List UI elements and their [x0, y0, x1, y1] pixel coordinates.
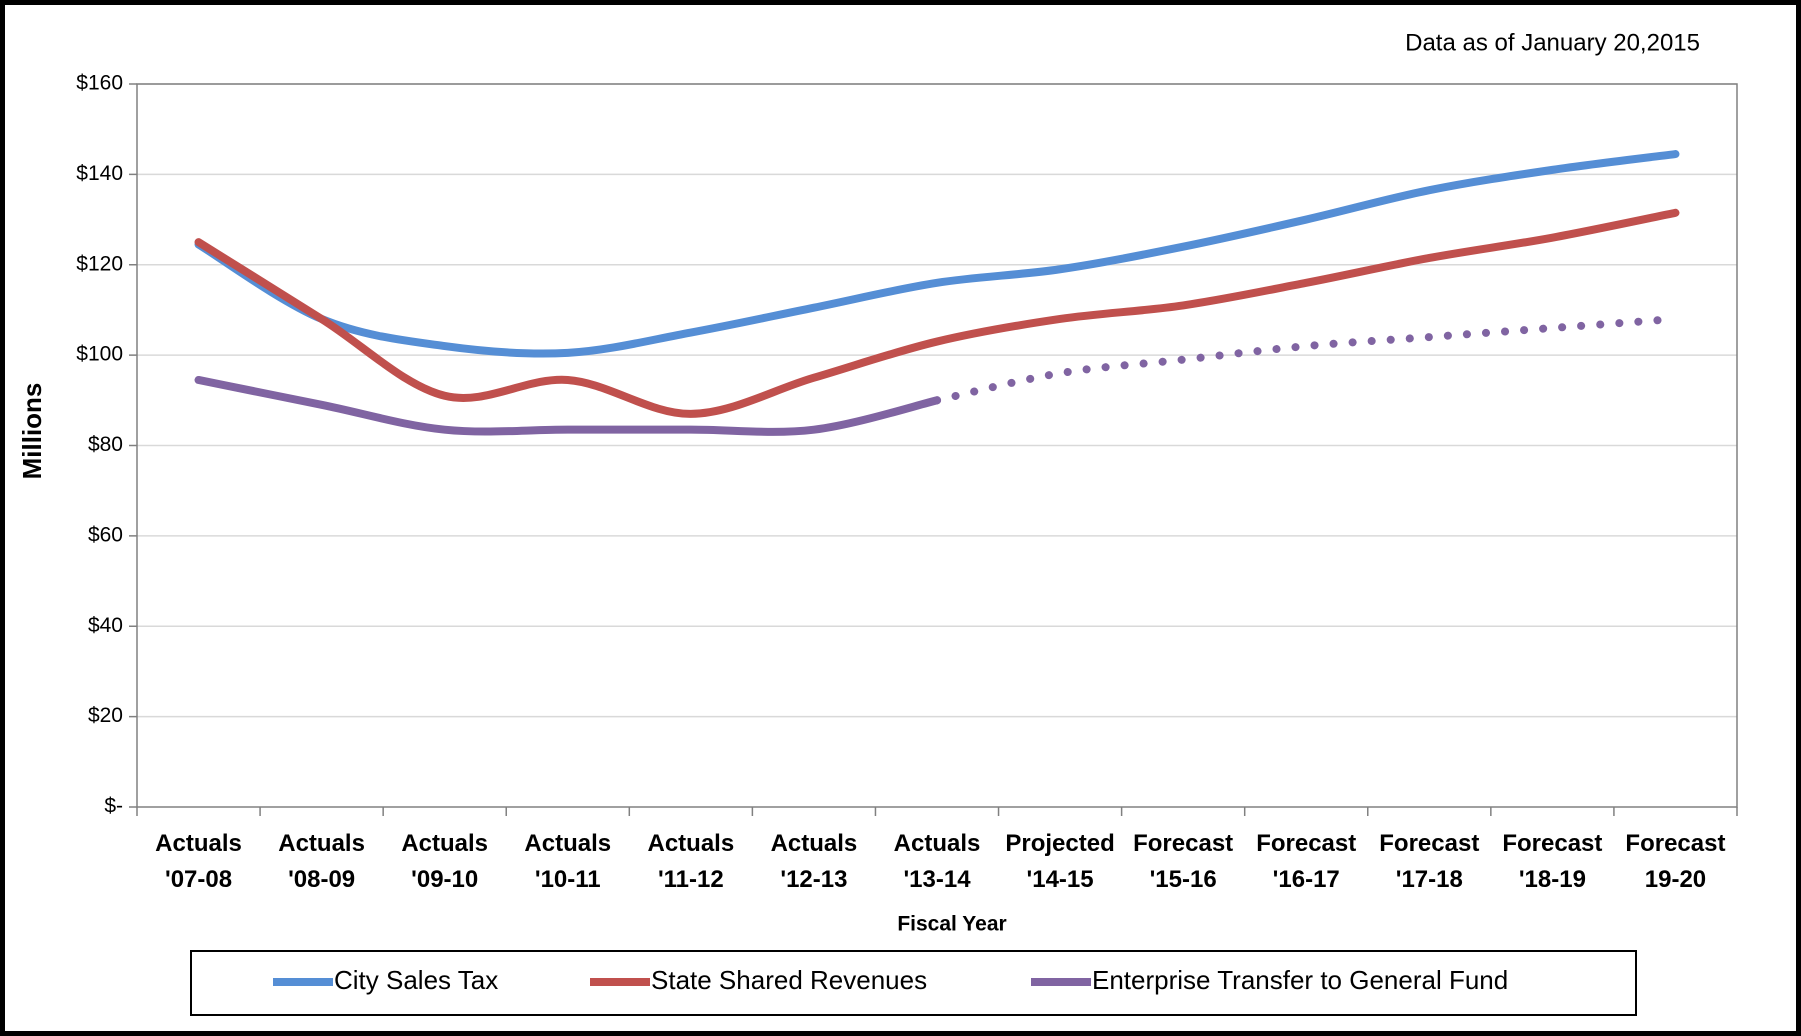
x-tick-label: Actuals '09-10 — [401, 830, 489, 893]
x-tick-label: Actuals '10-11 — [524, 830, 612, 893]
legend-label: Enterprise Transfer to General Fund — [1092, 965, 1508, 995]
x-tick-label: Forecast '17-18 — [1379, 830, 1480, 893]
x-tick-label: Actuals '08-09 — [278, 830, 365, 893]
x-tick-label: Actuals '11-12 — [647, 830, 735, 893]
annotation: Data as of January 20,2015 — [1405, 29, 1700, 56]
x-tick-label: Forecast 19-20 — [1625, 830, 1726, 893]
x-tick-label: Actuals '12-13 — [770, 830, 858, 893]
x-tick-label: Actuals '13-14 — [893, 830, 981, 893]
y-tick-label: $140 — [76, 162, 123, 185]
y-tick-label: $120 — [76, 252, 123, 275]
y-tick-label: $100 — [76, 343, 123, 366]
y-tick-label: $60 — [88, 523, 123, 546]
y-tick-label: $40 — [88, 614, 123, 637]
plot-border — [136, 83, 1738, 808]
y-tick-label: $- — [104, 795, 123, 818]
x-tick-label: Forecast '18-19 — [1502, 830, 1603, 893]
y-axis-label: Millions — [17, 383, 47, 480]
y-tick-label: $160 — [76, 72, 123, 95]
x-tick-label: Forecast '16-17 — [1256, 830, 1357, 893]
x-tick-label: Forecast '15-16 — [1133, 830, 1234, 893]
series-line — [194, 375, 941, 436]
series-line — [194, 150, 1680, 358]
chart: Data as of January 20,2015 Millions Fisc… — [17, 29, 1738, 1016]
series-line — [194, 208, 1680, 418]
legend-box — [190, 950, 1637, 1016]
x-tick-label: Projected '14-15 — [1005, 830, 1115, 893]
y-tick-label: $20 — [88, 704, 123, 727]
legend-label: City Sales Tax — [334, 965, 498, 995]
legend-label: State Shared Revenues — [651, 965, 927, 995]
series-line-dotted — [933, 314, 1680, 405]
y-tick-label: $80 — [88, 433, 123, 456]
x-tick-label: Actuals '07-08 — [155, 830, 242, 893]
x-axis-label: Fiscal Year — [897, 913, 1006, 936]
